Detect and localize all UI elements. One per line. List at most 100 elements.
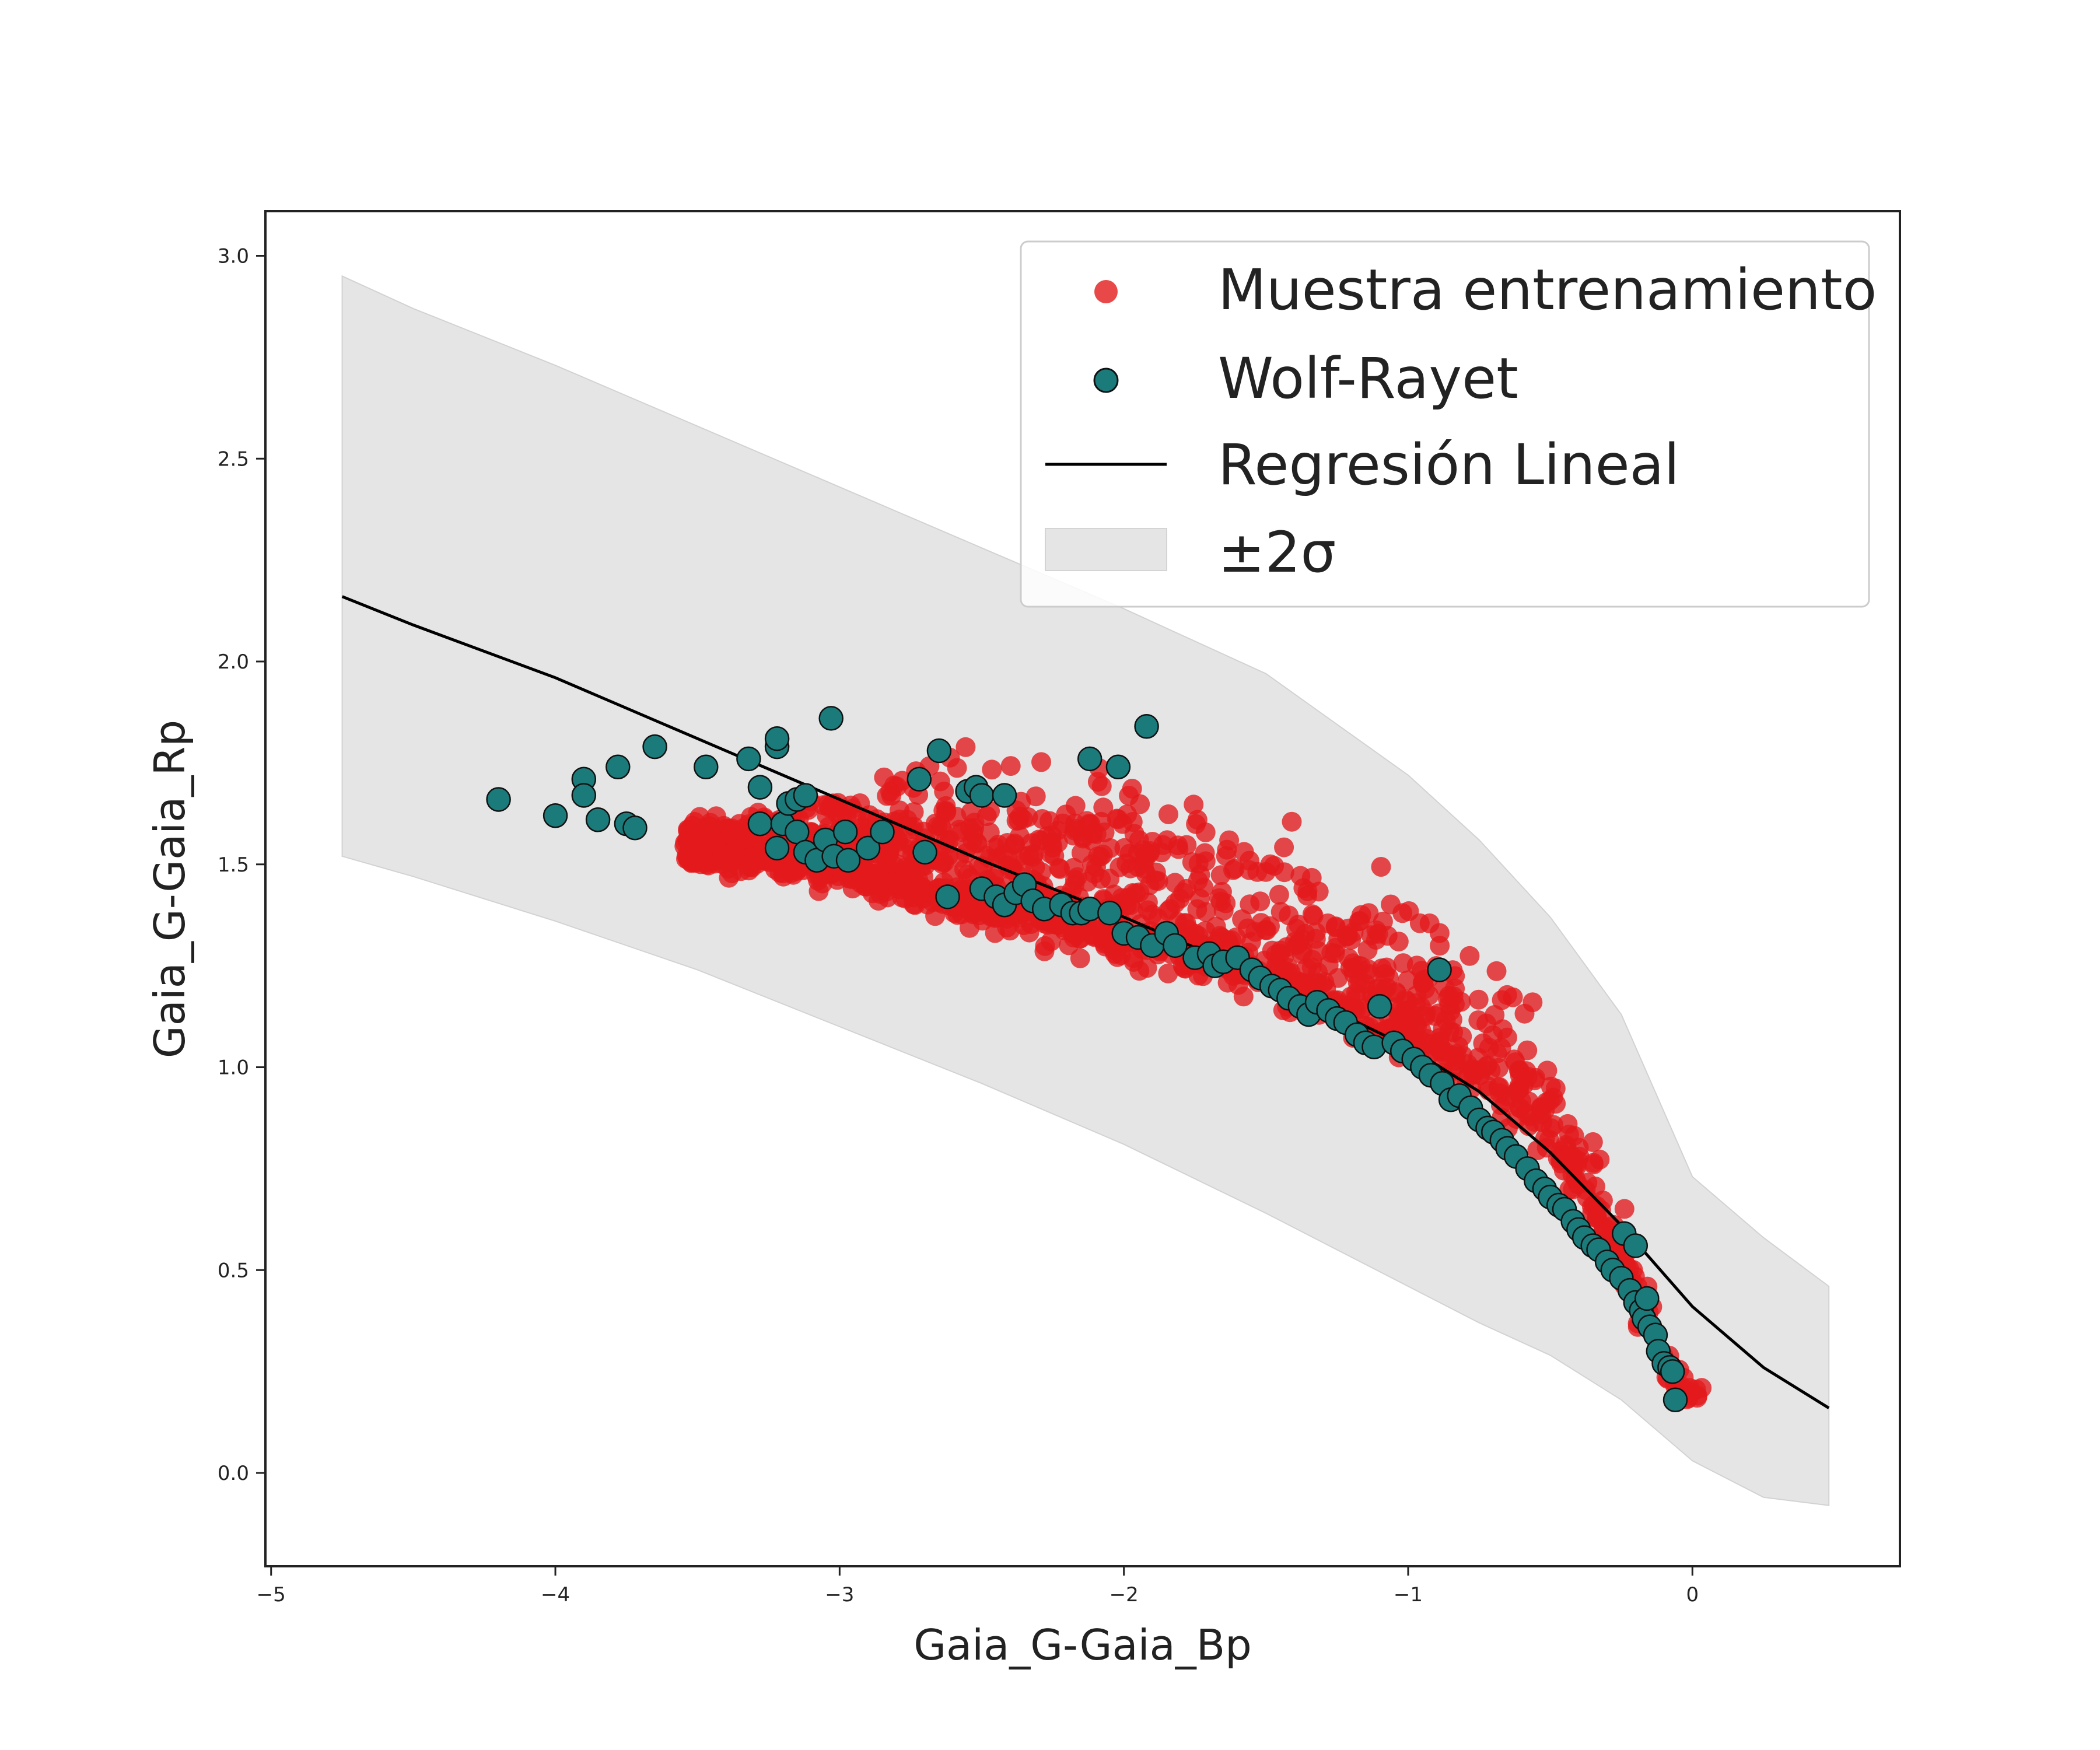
wolf-rayet-point (736, 746, 761, 772)
training-point (1486, 961, 1507, 981)
wolf-rayet-point (1105, 754, 1131, 780)
training-point (973, 856, 993, 876)
training-point (1195, 843, 1215, 863)
training-point (1452, 1045, 1473, 1066)
training-point (1509, 1076, 1530, 1097)
training-point (1377, 957, 1396, 978)
wolf-rayet-point (832, 819, 858, 845)
training-point (1250, 891, 1270, 912)
training-point (684, 852, 704, 872)
training-point (1216, 846, 1236, 866)
x-tick-label: −4 (541, 1583, 570, 1606)
training-point (817, 805, 836, 825)
training-point (956, 737, 976, 757)
training-point (1388, 932, 1409, 952)
y-tick-label: 1.0 (218, 1056, 249, 1080)
training-point (1073, 828, 1093, 849)
x-axis-title: Gaia_G-Gaia_Bp (914, 1620, 1252, 1670)
wolf-rayet-point (1163, 933, 1188, 958)
training-point (1196, 902, 1216, 922)
training-point (1114, 838, 1135, 858)
training-point (862, 857, 883, 877)
training-point (684, 811, 705, 832)
training-point (964, 813, 985, 833)
training-point (965, 899, 985, 919)
x-axis-ticks: −5 −4 −3 −2 −1 0 (257, 1566, 1699, 1606)
training-point (1018, 807, 1038, 827)
legend-training-marker (1094, 280, 1118, 303)
wolf-rayet-point (935, 884, 960, 909)
y-tick-label: 3.0 (218, 245, 249, 268)
training-point (997, 846, 1017, 866)
training-point (877, 786, 897, 806)
wolf-rayet-point (694, 754, 719, 780)
training-point (1590, 1149, 1610, 1170)
training-point (1489, 1058, 1509, 1078)
wolf-rayet-point (1077, 746, 1102, 772)
training-point (1550, 1150, 1570, 1171)
training-point (1019, 922, 1040, 943)
training-point (1585, 1177, 1605, 1196)
training-point (1165, 873, 1185, 893)
wolf-rayet-point (1623, 1233, 1648, 1258)
training-point (1274, 862, 1294, 883)
training-point (1247, 862, 1268, 882)
wolf-rayet-point (764, 726, 790, 751)
training-point (1158, 901, 1178, 921)
y-axis-ticks: 0.0 0.5 1.0 1.5 2.0 2.5 3.0 (218, 245, 265, 1485)
plot-area (341, 275, 1830, 1506)
legend-band-swatch (1045, 528, 1167, 571)
wolf-rayet-point (642, 734, 667, 760)
training-point (1409, 913, 1430, 933)
wolf-rayet-point (926, 738, 952, 764)
training-point (1445, 978, 1465, 999)
wolf-rayet-point (855, 835, 881, 861)
wolf-rayet-point (1634, 1286, 1660, 1311)
y-tick-label: 1.5 (218, 853, 249, 877)
training-point (1219, 830, 1240, 850)
training-point (1587, 1196, 1607, 1216)
x-tick-label: −3 (825, 1583, 854, 1606)
legend-label-wolf-rayet: Wolf-Rayet (1218, 346, 1518, 411)
training-point (1042, 825, 1062, 845)
training-point (1468, 989, 1489, 1010)
wolf-rayet-point (818, 706, 844, 731)
training-point (946, 807, 967, 827)
training-point (1034, 941, 1055, 961)
wolf-rayet-point (1097, 900, 1122, 926)
training-point (1303, 905, 1324, 926)
wolf-rayet-points-layer (486, 706, 1688, 1413)
training-point (1110, 857, 1130, 877)
training-point (712, 845, 733, 865)
wolf-rayet-point (912, 839, 937, 865)
training-point (1137, 958, 1157, 978)
training-point (932, 818, 952, 839)
training-point (1516, 1061, 1536, 1082)
wolf-rayet-point (1367, 993, 1392, 1019)
wolf-rayet-point (1077, 897, 1102, 922)
training-point (1394, 1012, 1415, 1032)
training-point (1567, 1150, 1588, 1170)
training-point (1535, 1128, 1555, 1149)
y-axis-title: Gaia_G-Gaia_Rp (145, 720, 194, 1058)
training-point (1293, 878, 1314, 898)
training-point (1413, 974, 1433, 994)
training-point (1425, 1006, 1446, 1026)
wolf-rayet-point (764, 835, 790, 861)
training-point (1492, 990, 1512, 1010)
x-tick-label: 0 (1686, 1583, 1699, 1606)
training-point (1040, 844, 1060, 864)
training-point (1274, 960, 1294, 981)
training-point (1297, 958, 1317, 978)
training-point (1095, 936, 1115, 957)
legend-label-band: ±2σ (1218, 520, 1336, 585)
training-point (1168, 839, 1189, 859)
training-point (1497, 1027, 1517, 1048)
wolf-rayet-point (622, 815, 648, 841)
y-tick-label: 2.5 (218, 447, 249, 471)
training-point (1546, 1094, 1566, 1114)
training-point (1093, 797, 1114, 818)
training-point (1282, 811, 1302, 832)
training-point (1091, 869, 1111, 889)
training-point (1228, 975, 1248, 995)
